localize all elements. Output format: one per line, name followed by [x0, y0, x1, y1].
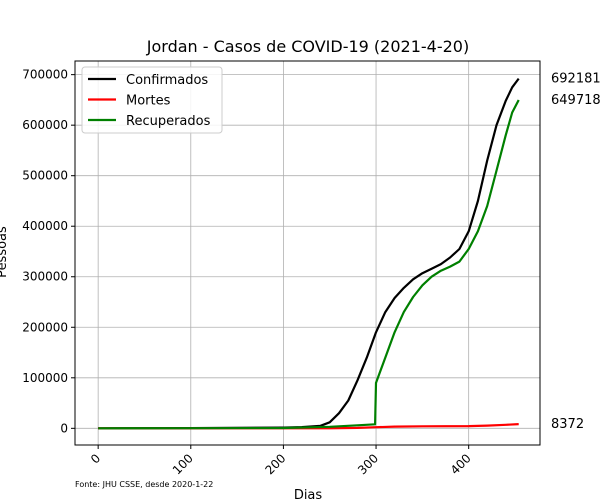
- plot-frame: [74, 60, 541, 446]
- chart-title: Jordan - Casos de COVID-19 (2021-4-20): [146, 37, 469, 56]
- y-tick-label: 500000: [22, 169, 68, 183]
- end-label-mortes: 8372: [551, 417, 584, 432]
- legend-label: Mortes: [126, 94, 171, 109]
- legend-label: Recuperados: [126, 114, 211, 129]
- series-lines: [98, 77, 520, 430]
- y-tick-label: 100000: [22, 371, 68, 385]
- y-axis-label: Pessoas: [0, 226, 10, 278]
- legend-label: Confirmados: [126, 73, 208, 88]
- y-tick-label: 300000: [22, 270, 68, 284]
- end-label-recuperados: 649718: [551, 93, 600, 108]
- x-tick-label: 100: [170, 451, 196, 477]
- legend-box: [81, 66, 223, 134]
- end-label-confirmados: 692181: [551, 72, 600, 87]
- x-tick-label: 0: [88, 451, 103, 466]
- y-tick-label: 700000: [22, 68, 68, 82]
- y-tick-label: 400000: [22, 219, 68, 233]
- x-axis-label: Dias: [294, 488, 323, 500]
- x-tick-label: 200: [262, 451, 288, 477]
- source-note: Fonte: JHU CSSE, desde 2020-1-22: [75, 480, 213, 489]
- x-tick-label: 400: [448, 451, 474, 477]
- series-line-recuperados: [98, 99, 520, 430]
- legend: Confirmados Mortes Recuperados: [81, 66, 223, 134]
- x-tick-label: 300: [355, 451, 381, 477]
- series-line-confirmados: [98, 77, 520, 430]
- y-tick-label: 0: [60, 421, 68, 435]
- end-labels: 692181 8372 649718: [551, 72, 600, 433]
- y-tick-label: 200000: [22, 320, 68, 334]
- axis-ticks: 0 100 200 300 400 0 100000 200000 300000 400000 50…: [22, 68, 474, 478]
- y-tick-label: 600000: [22, 118, 68, 132]
